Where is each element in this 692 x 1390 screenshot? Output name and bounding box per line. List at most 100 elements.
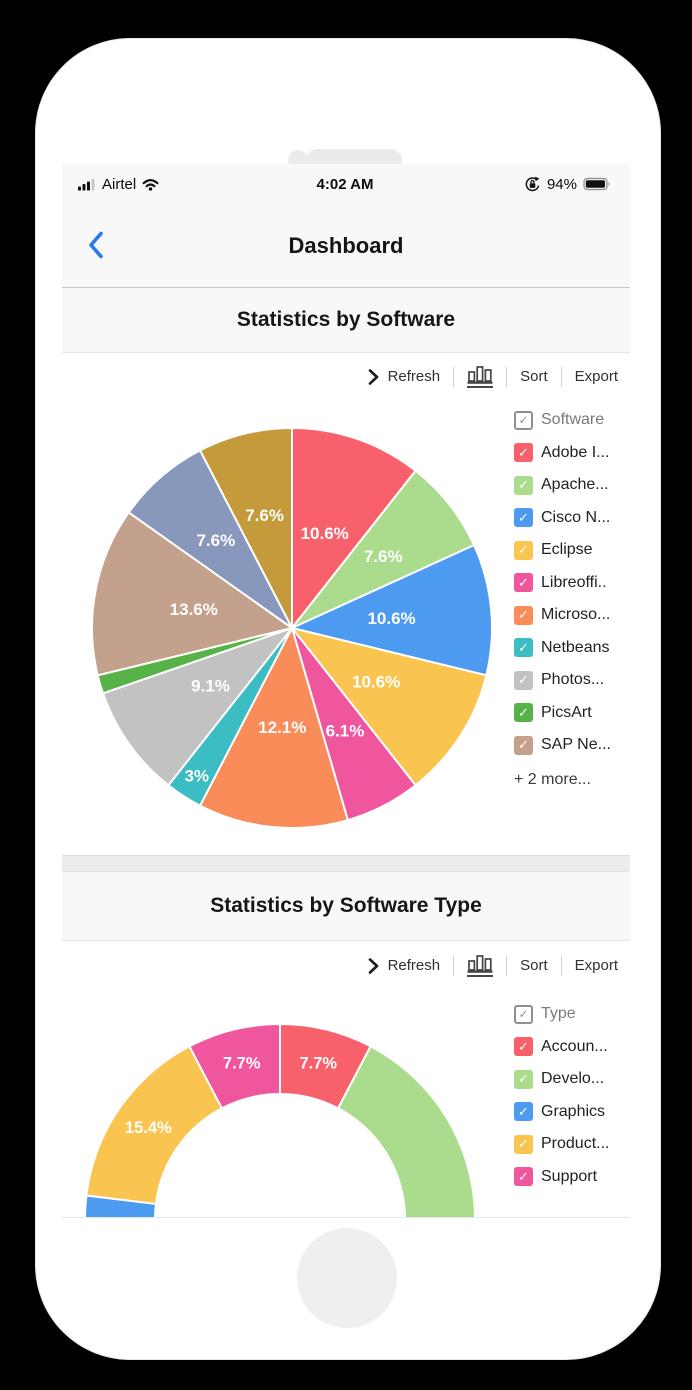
legend-item[interactable]: ✓ Eclipse [514, 540, 611, 560]
pie-slice[interactable] [91, 511, 293, 677]
legend-checkbox[interactable]: ✓ [514, 703, 533, 722]
legend-item-label: Netbeans [541, 638, 610, 656]
legend-item-label: Type [541, 1005, 576, 1022]
legend-item[interactable]: ✓ Support [514, 1167, 609, 1187]
legend-checkbox[interactable]: ✓ [514, 1037, 533, 1056]
legend-item[interactable]: ✓ Apache... [514, 475, 611, 495]
legend-item-label: Graphics [541, 1102, 606, 1120]
legend-item[interactable]: ✓ Cisco N... [514, 508, 611, 528]
legend-item-label: Adobe I... [541, 443, 610, 461]
pie-slice[interactable] [291, 544, 493, 677]
legend-checkbox[interactable]: ✓ [514, 638, 533, 657]
legend-item[interactable]: ✓ Netbeans [514, 638, 611, 658]
sort-button[interactable]: Sort [520, 368, 548, 385]
legend-item[interactable]: ✓ Accoun... [514, 1037, 609, 1057]
battery-icon [583, 177, 610, 191]
legend-item[interactable]: ✓ Graphics [514, 1102, 609, 1122]
chevron-left-icon [89, 231, 103, 259]
pie-slice[interactable] [199, 627, 349, 829]
legend-checkbox[interactable]: ✓ [514, 735, 533, 755]
pie-slice-label: 3% [184, 767, 209, 786]
legend-item-label: Cisco N... [541, 508, 611, 526]
legend-item[interactable]: ✓ PicsArt [514, 703, 611, 723]
pie-slice[interactable] [291, 427, 417, 629]
pie-slice[interactable] [188, 1023, 281, 1110]
export-button[interactable]: Export [574, 957, 618, 974]
legend-checkbox[interactable]: ✓ [514, 1004, 533, 1024]
legend-item-label: Develo... [541, 1070, 605, 1087]
pie-slice-label: 10.6% [367, 609, 415, 628]
legend-item-label: Accoun... [541, 1037, 608, 1055]
pie-chart-area: 10.6% 7.6% 10.6% 10.6% 6.1% 12.1% 3% 9.1% 13.6% 7… [62, 400, 630, 855]
software-type-donut-chart: 7.7% 15.4% 7.7% [84, 1023, 476, 1218]
legend-item[interactable]: ✓ Photos... [514, 670, 611, 690]
section-header-software: Statistics by Software [62, 288, 630, 353]
pie-slice-label: 15.4% [125, 1119, 172, 1137]
legend-item-label: PicsArt [541, 703, 592, 721]
pie-slice[interactable] [127, 449, 293, 629]
pie-slice-label: 7.7% [299, 1055, 337, 1073]
pie-slice[interactable] [199, 427, 293, 629]
clock-label: 4:02 AM [316, 175, 374, 193]
section-header-software-type: Statistics by Software Type [62, 872, 630, 941]
chart-type-button[interactable] [467, 365, 494, 388]
toolbar-separator [453, 366, 455, 387]
toolbar-separator [506, 955, 508, 976]
signal-strength-icon [78, 178, 95, 190]
pie-slice[interactable] [291, 469, 476, 629]
battery-percent-label: 94% [546, 175, 577, 193]
pie-slice-label: 12.1% [258, 718, 306, 737]
orientation-lock-icon [525, 176, 540, 191]
export-button[interactable]: Export [574, 368, 618, 385]
legend-header[interactable]: ✓ Software [514, 410, 611, 430]
legend-item[interactable]: ✓ SAP Ne... [514, 735, 611, 755]
section-title: Statistics by Software [236, 308, 456, 331]
page-title: Dashboard [288, 232, 404, 258]
legend-item-label: SAP Ne... [541, 736, 611, 753]
legend-checkbox[interactable]: ✓ [514, 573, 533, 592]
navigation-bar: Dashboard [62, 204, 630, 288]
refresh-label: Refresh [387, 368, 441, 385]
pie-slice[interactable] [310, 1045, 476, 1218]
legend-checkbox[interactable]: ✓ [514, 1167, 533, 1186]
legend-item-label: Apache... [541, 476, 609, 493]
legend-checkbox[interactable]: ✓ [514, 1069, 533, 1089]
pie-slice-label: 7.6% [196, 531, 235, 550]
legend-item[interactable]: ✓ Libreoffi.. [514, 573, 611, 593]
legend-checkbox[interactable]: ✓ [514, 540, 533, 560]
app-screen: Airtel 4:02 AM 94% [62, 164, 630, 1218]
legend-item-label: Eclipse [541, 541, 593, 558]
legend-checkbox[interactable]: ✓ [514, 508, 533, 527]
back-button[interactable] [88, 230, 118, 260]
legend-more-link[interactable]: + 2 more... [514, 770, 591, 788]
legend-checkbox[interactable]: ✓ [514, 475, 533, 495]
sort-button[interactable]: Sort [520, 957, 548, 974]
chart-toolbar-software: Refresh Sort Export [62, 353, 630, 400]
legend-checkbox[interactable]: ✓ [514, 605, 533, 625]
legend-item[interactable]: ✓ Product... [514, 1134, 609, 1154]
pie-slice[interactable] [101, 627, 293, 787]
pie-slice-label: 10.6% [301, 524, 349, 543]
legend-checkbox[interactable]: ✓ [514, 1102, 533, 1121]
chevron-right-icon [368, 368, 378, 385]
section-divider [62, 855, 630, 872]
legend-item-label: Photos... [541, 671, 605, 688]
refresh-button[interactable]: Refresh [368, 957, 440, 974]
legend-checkbox[interactable]: ✓ [514, 443, 533, 462]
legend-checkbox[interactable]: ✓ [514, 410, 533, 430]
pie-slice[interactable] [84, 1194, 327, 1218]
pie-slice-label: 13.6% [170, 600, 218, 619]
pie-slice[interactable] [291, 627, 488, 787]
legend-checkbox[interactable]: ✓ [514, 670, 533, 690]
home-button[interactable] [297, 1228, 397, 1328]
pie-slice-label: 7.6% [364, 547, 403, 566]
legend-header[interactable]: ✓ Type [514, 1004, 609, 1024]
software-legend: ✓ Software ✓ Adobe I... ✓ Apache... ✓ Cisco N..… [514, 410, 611, 789]
refresh-button[interactable]: Refresh [368, 368, 441, 385]
legend-item[interactable]: ✓ Adobe I... [514, 443, 611, 463]
legend-checkbox[interactable]: ✓ [514, 1134, 533, 1154]
legend-item[interactable]: ✓ Develo... [514, 1069, 609, 1089]
chart-type-button[interactable] [467, 954, 494, 977]
legend-item[interactable]: ✓ Microso... [514, 605, 611, 625]
toolbar-separator [560, 955, 562, 976]
